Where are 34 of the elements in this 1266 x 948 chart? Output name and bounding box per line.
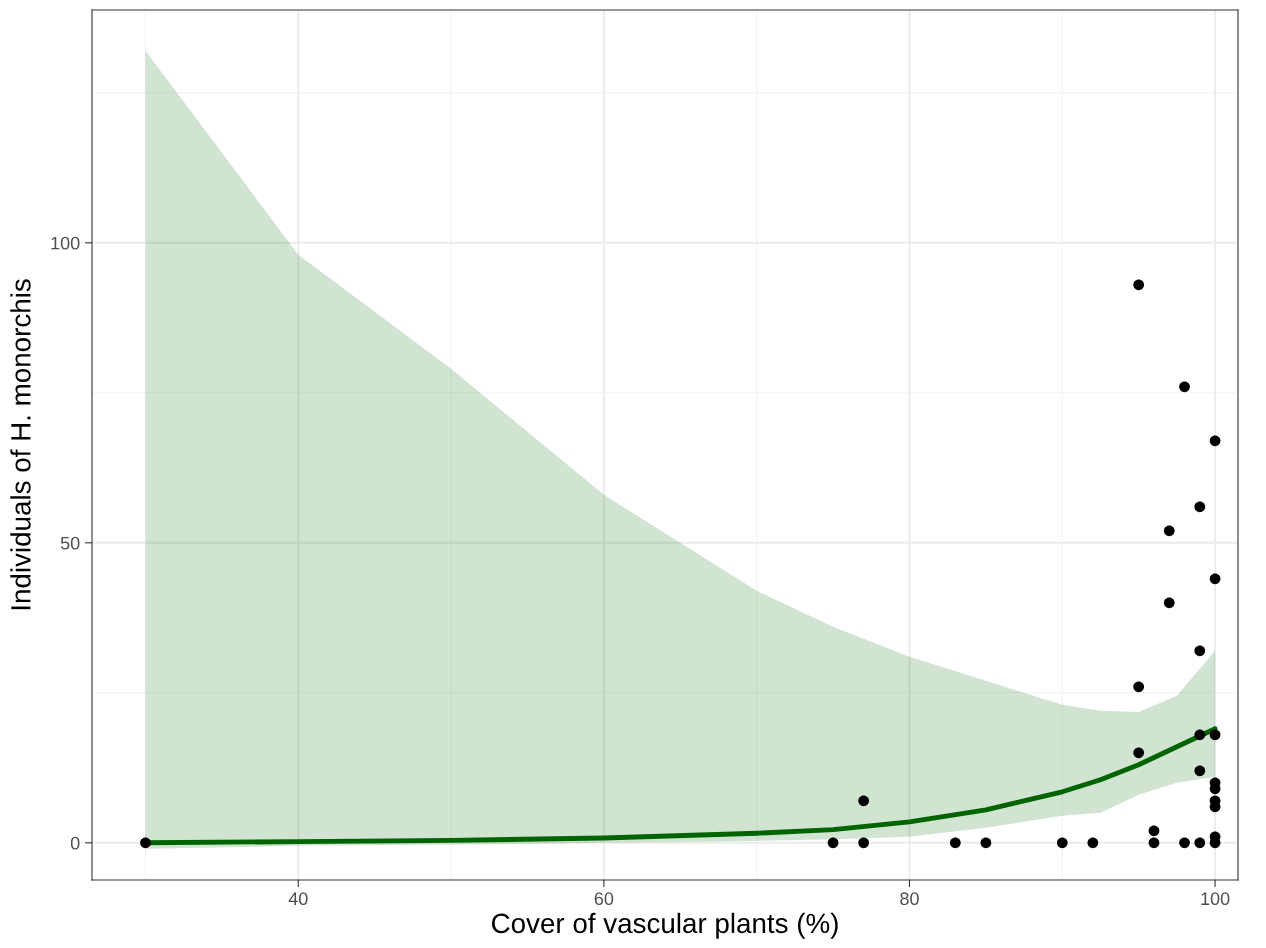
- point: [1087, 837, 1099, 849]
- point: [827, 837, 839, 849]
- point: [980, 837, 992, 849]
- point: [1194, 501, 1206, 513]
- point: [858, 837, 870, 849]
- x-axis-title: Cover of vascular plants (%): [491, 912, 838, 939]
- point: [1163, 597, 1175, 609]
- point: [1209, 729, 1221, 741]
- x-tick-label: 60: [594, 892, 614, 906]
- point: [1179, 837, 1190, 849]
- y-tick-label: 0: [70, 836, 80, 850]
- point: [1056, 837, 1068, 849]
- point: [1133, 279, 1145, 291]
- x-tick-label: 40: [288, 892, 308, 906]
- point: [1194, 729, 1206, 741]
- y-axis-title: Individuals of H. monorchis: [10, 279, 31, 610]
- point: [1148, 837, 1160, 849]
- point: [1194, 765, 1206, 777]
- point: [1148, 825, 1160, 837]
- point: [1194, 645, 1206, 657]
- point: [949, 837, 961, 849]
- point: [1194, 837, 1206, 849]
- point: [1163, 525, 1175, 537]
- y-tick-label: 100: [51, 236, 80, 250]
- point: [858, 795, 870, 807]
- x-tick-label: 100: [1201, 892, 1230, 906]
- point: [1209, 435, 1221, 447]
- x-tick-label: 80: [900, 892, 919, 906]
- point: [1133, 747, 1145, 759]
- point: [140, 837, 151, 849]
- point: [1133, 681, 1145, 693]
- y-tick-label: 50: [60, 536, 80, 550]
- point: [1209, 573, 1221, 585]
- point: [1179, 381, 1190, 393]
